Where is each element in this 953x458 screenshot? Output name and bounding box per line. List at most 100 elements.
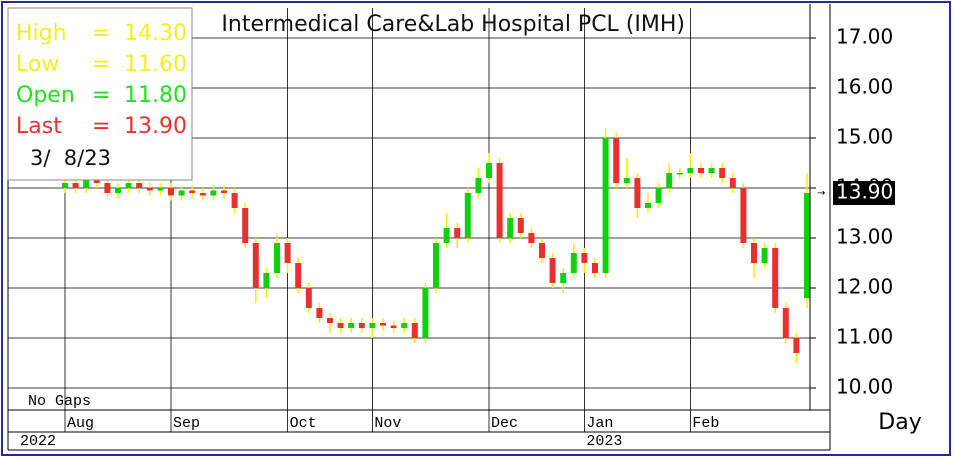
candle-body xyxy=(422,288,429,338)
x-tick-label: Aug xyxy=(67,415,94,432)
candle-body xyxy=(549,258,556,283)
candle-body xyxy=(486,163,492,178)
info-box-bg xyxy=(7,7,193,181)
candle-body xyxy=(178,190,185,196)
candle-body xyxy=(274,243,280,273)
candle-body xyxy=(560,273,567,283)
year-label: 2023 xyxy=(586,433,622,450)
x-tick-label: Oct xyxy=(290,415,317,432)
chart-title: Intermedical Care&Lab Hospital PCL (IMH) xyxy=(221,12,685,37)
candle-body xyxy=(676,173,683,175)
candle-body xyxy=(210,190,217,196)
y-tick-label: 11.00 xyxy=(836,325,893,349)
candle-body xyxy=(751,243,757,263)
candle-body xyxy=(115,188,121,193)
candle-body xyxy=(655,188,662,203)
candle-body xyxy=(263,273,270,288)
candle-body xyxy=(761,248,768,263)
candle-body xyxy=(369,323,376,328)
candle-body xyxy=(623,178,630,183)
candle-body xyxy=(327,318,333,323)
candle-body xyxy=(570,253,577,273)
y-tick-label: 15.00 xyxy=(836,125,893,149)
info-eq: = xyxy=(92,52,110,77)
candle-body xyxy=(528,233,535,243)
info-value: 13.90 xyxy=(124,114,187,139)
info-eq: = xyxy=(92,83,110,108)
x-tick-label: Jan xyxy=(586,415,613,432)
info-eq: = xyxy=(92,21,110,46)
candle-body xyxy=(592,263,598,273)
candle-body xyxy=(581,253,588,263)
candle-body xyxy=(602,138,609,273)
y-tick-label: 13.00 xyxy=(836,225,893,249)
candle-body xyxy=(793,338,800,353)
candle-body xyxy=(62,183,68,188)
candle-body xyxy=(708,168,715,173)
candle-body xyxy=(772,248,779,308)
x-tick-label: Feb xyxy=(692,415,719,432)
x-tick-label: Dec xyxy=(491,415,518,432)
candle-body xyxy=(168,188,174,196)
candle-body xyxy=(740,188,747,243)
candle-body xyxy=(411,323,418,338)
candle-body xyxy=(348,323,355,328)
year-label: 2022 xyxy=(20,433,56,450)
candle-body xyxy=(199,193,206,196)
candle-body xyxy=(242,208,249,243)
candle-body xyxy=(634,178,641,208)
info-date: 3/ 8/23 xyxy=(30,146,111,170)
period-label: Day xyxy=(878,410,921,435)
candle-body xyxy=(687,168,694,173)
info-label: High xyxy=(16,21,67,46)
gap-note: No Gaps xyxy=(28,393,91,410)
candle-body xyxy=(698,168,704,173)
candle-body xyxy=(454,228,461,238)
candle-body xyxy=(284,243,291,263)
candle-body xyxy=(305,288,312,308)
last-price-arrow: → xyxy=(817,188,825,199)
info-label: Open xyxy=(16,83,75,108)
candle-body xyxy=(221,190,227,193)
info-box: High = 14.30 Low = 11.60 Open = 11.80 Last = 13.90 3… xyxy=(7,7,193,181)
y-tick-label: 12.00 xyxy=(836,275,893,299)
candle-body xyxy=(337,323,344,328)
candle-body xyxy=(719,168,726,178)
candle-body xyxy=(380,323,386,326)
candle-body xyxy=(83,178,90,188)
x-tick-label: Nov xyxy=(374,415,401,432)
candle-body xyxy=(443,228,450,243)
candle-body xyxy=(72,183,79,188)
candle-body xyxy=(295,263,302,288)
last-price-box xyxy=(833,181,895,205)
candle-body xyxy=(517,218,524,233)
y-tick-label: 10.00 xyxy=(836,375,893,399)
candle-body xyxy=(804,193,810,298)
info-label: Last xyxy=(16,114,62,139)
candle-body xyxy=(189,190,196,193)
candle-body xyxy=(136,183,143,188)
y-tick-label: 17.00 xyxy=(836,25,893,49)
candle-body xyxy=(401,323,408,328)
x-tick-label: Sep xyxy=(173,415,200,432)
candle-body xyxy=(252,243,259,288)
candle-body xyxy=(613,138,620,183)
candle-body xyxy=(358,323,365,328)
candle-body xyxy=(433,243,439,288)
candle-body xyxy=(496,163,503,238)
info-value: 11.80 xyxy=(124,83,187,108)
info-label: Low xyxy=(16,52,59,77)
candle-body xyxy=(146,188,153,191)
candle-body xyxy=(464,193,471,238)
candle-body xyxy=(666,173,673,188)
candle-body xyxy=(539,243,545,258)
candle-body xyxy=(125,183,132,188)
info-eq: = xyxy=(92,114,110,139)
y-tick-label: 16.00 xyxy=(836,75,893,99)
candle-body xyxy=(316,308,323,318)
info-value: 11.60 xyxy=(124,52,187,77)
candle-body xyxy=(729,178,736,188)
candle-body xyxy=(475,178,482,193)
last-price-label: 13.90 xyxy=(836,180,893,204)
